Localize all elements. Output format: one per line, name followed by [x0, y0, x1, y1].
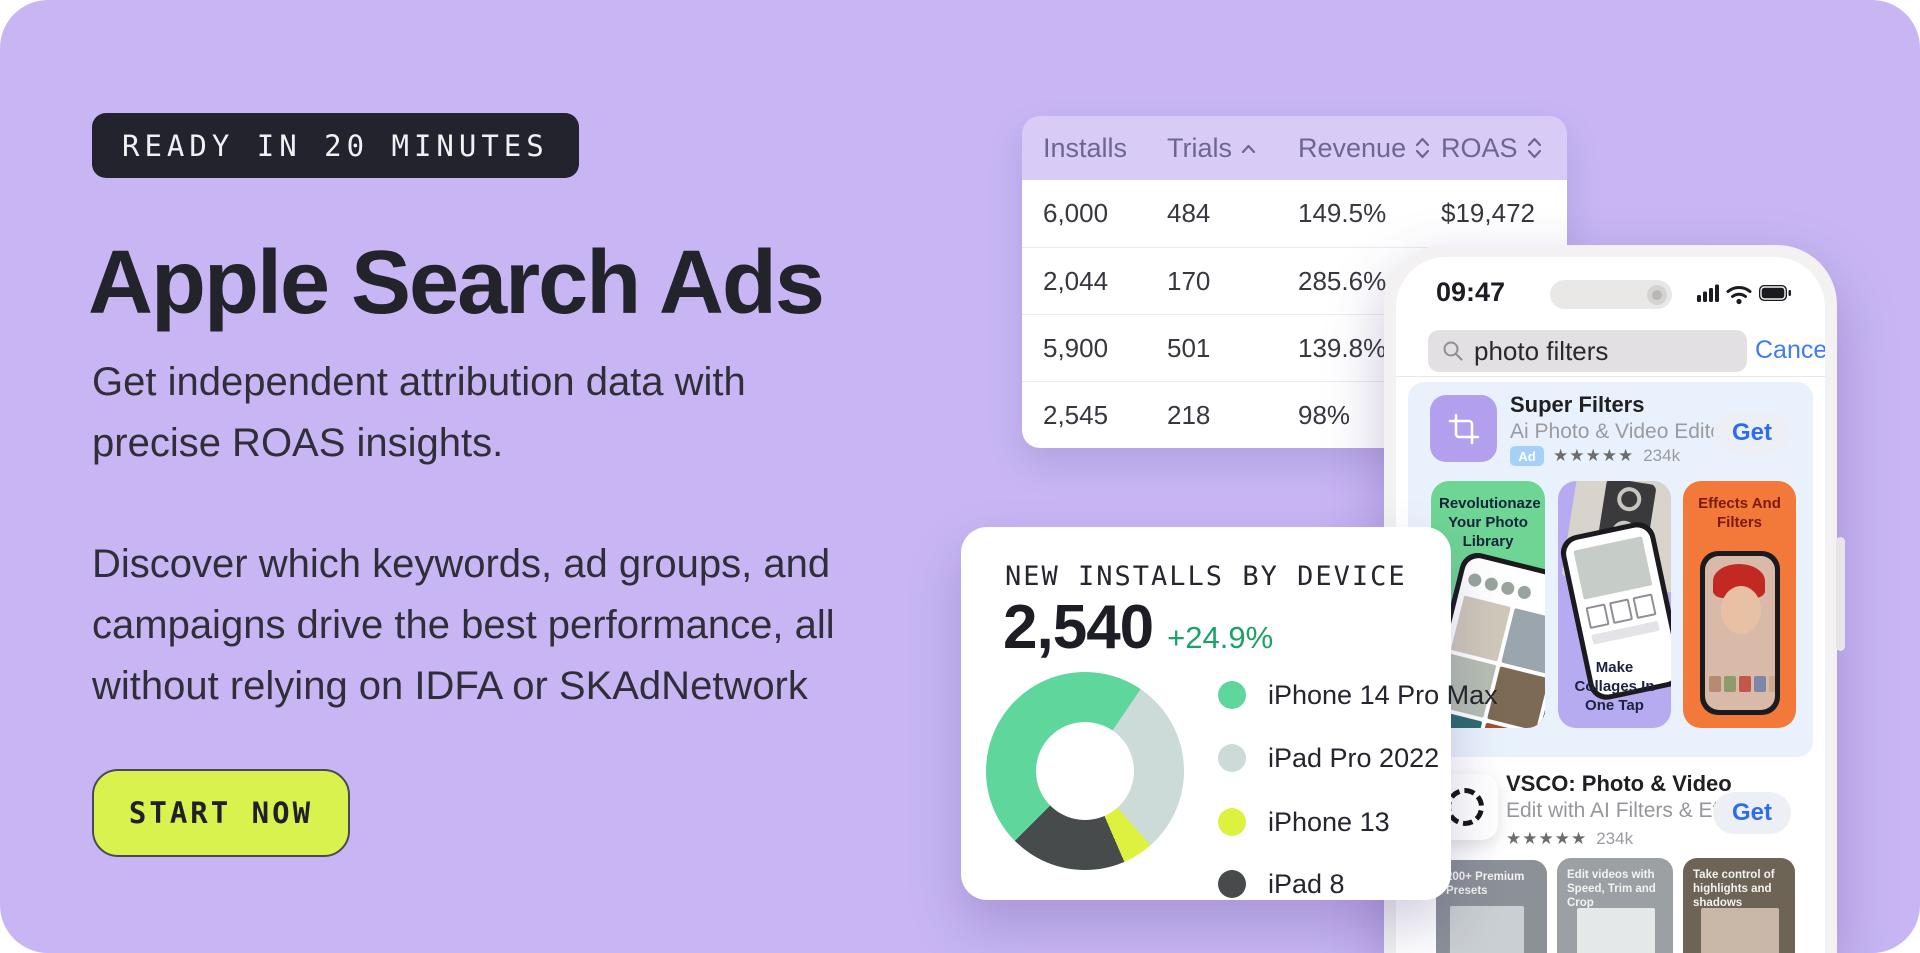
search-query: photo filters	[1474, 335, 1609, 366]
search-icon	[1443, 341, 1463, 361]
column-header-roas[interactable]: ROAS	[1441, 133, 1567, 164]
cell-revenue: 98%	[1298, 399, 1351, 430]
camera-icon	[1647, 284, 1667, 305]
legend-label: iPad Pro 2022	[1268, 742, 1440, 773]
screenshot-title: Take control of highlights and shadows	[1693, 869, 1775, 909]
page-title: Apple Search Ads	[88, 233, 825, 333]
app-subtitle: Edit with AI Filters & Effects	[1506, 799, 1763, 822]
status-bar-time: 09:47	[1436, 277, 1506, 307]
phone-screen: 09:47	[1396, 257, 1825, 953]
donut-chart	[986, 672, 1184, 870]
screenshot-highlights: Take control of highlights and shadows	[1683, 858, 1795, 953]
cell-installs: 2,044	[1043, 265, 1109, 296]
search-input[interactable]: photo filters	[1428, 330, 1747, 372]
divider	[1396, 376, 1825, 377]
screenshot-effects: Effects And Filters	[1683, 481, 1796, 728]
legend-label: iPad 8	[1268, 868, 1345, 899]
installs-by-device-card: NEW INSTALLS BY DEVICE 2,540 +24.9% iPho…	[961, 527, 1498, 900]
vsco-logo	[1446, 788, 1484, 826]
column-header-trials[interactable]: Trials	[1167, 133, 1298, 164]
star-rating: ★★★★★	[1506, 829, 1588, 848]
legend-item: iPhone 13	[1218, 806, 1390, 837]
rating-count: 234k	[1643, 446, 1681, 465]
mini-phone-mockup	[1700, 551, 1780, 715]
screenshot-title: 200+ Premium Presets	[1446, 871, 1525, 897]
cancel-button[interactable]: Cancel	[1755, 336, 1825, 364]
column-header-installs[interactable]: Installs	[1043, 132, 1128, 163]
cell-trials: 218	[1167, 399, 1211, 430]
cell-installs: 5,900	[1043, 332, 1109, 363]
cell-installs: 2,545	[1043, 399, 1109, 430]
cell-revenue: 149.5%	[1298, 198, 1387, 228]
app-subtitle: Ai Photo & Video Editor	[1510, 420, 1730, 443]
cell-installs: 6,000	[1043, 198, 1109, 228]
star-rating: ★★★★★	[1553, 446, 1635, 465]
cell-trials: 501	[1167, 332, 1211, 363]
legend-dot	[1218, 870, 1246, 898]
screenshot-title: Revolutionaze Your Photo Library	[1439, 495, 1541, 550]
column-header-revenue[interactable]: Revenue	[1298, 133, 1441, 164]
sort-both-icon	[1527, 137, 1541, 159]
get-button[interactable]: Get	[1713, 792, 1791, 834]
screenshot-title: Effects And Filters	[1698, 495, 1781, 531]
wifi-dot	[1736, 298, 1742, 305]
table-row: 2,044 170 285.6%	[1022, 247, 1567, 314]
phone-side-button	[1836, 537, 1845, 651]
cell-trials: 484	[1167, 198, 1211, 228]
legend-label: iPhone 14 Pro Max	[1268, 679, 1498, 710]
legend-item: iPad Pro 2022	[1218, 742, 1440, 773]
super-filters-app-icon	[1430, 395, 1497, 462]
sort-both-icon	[1415, 137, 1430, 159]
legend-dot	[1218, 808, 1246, 836]
start-now-button[interactable]: START NOW	[92, 769, 350, 857]
cell-roas: $19,472	[1441, 198, 1535, 228]
legend-label: iPhone 13	[1268, 806, 1390, 837]
screenshot-title: Make Collages In One Tap	[1574, 659, 1655, 714]
installs-change: +24.9%	[1167, 620, 1274, 655]
table-row: 5,900 501 139.8%	[1022, 314, 1567, 381]
phone-mockup: 09:47	[1384, 245, 1845, 953]
portrait-photo	[1705, 556, 1775, 710]
battery-icon	[1759, 285, 1791, 301]
screenshot-collages: Make Collages In One Tap	[1558, 481, 1671, 728]
legend-dot	[1218, 744, 1246, 772]
avatar-row	[1466, 572, 1533, 601]
hero-subtitle: Get independent attribution data with pr…	[92, 360, 746, 465]
screenshot-title: Edit videos with Speed, Trim and Crop	[1567, 869, 1656, 909]
ready-badge-label: READY IN 20 MINUTES	[122, 128, 549, 163]
card-value-row: 2,540 +24.9%	[1003, 597, 1273, 659]
app-rating-row: Ad ★★★★★ 234k	[1510, 446, 1680, 466]
screenshot-presets: 200+ Premium Presets	[1436, 860, 1547, 953]
signal-icon	[1697, 284, 1719, 302]
wifi-icon	[1726, 286, 1752, 298]
hero-description: Discover which keywords, ad groups, and …	[92, 542, 835, 708]
cell-revenue: 139.8%	[1298, 332, 1387, 363]
get-button[interactable]: Get	[1713, 412, 1791, 454]
rating-count: 234k	[1596, 829, 1634, 848]
app-name: VSCO: Photo & Video	[1506, 771, 1732, 796]
screenshot-video-editing: Edit videos with Speed, Trim and Crop	[1557, 858, 1673, 953]
legend-item: iPad 8	[1218, 868, 1345, 899]
cell-trials: 170	[1167, 265, 1211, 296]
crop-icon	[1448, 413, 1479, 444]
dynamic-island	[1550, 280, 1672, 309]
legend-item: iPhone 14 Pro Max	[1218, 679, 1498, 710]
metrics-table-header: Installs Trials Revenue ROAS	[1022, 116, 1567, 180]
sort-asc-icon	[1241, 144, 1256, 153]
ready-badge: READY IN 20 MINUTES	[92, 113, 579, 178]
app-name: Super Filters	[1510, 392, 1645, 417]
ad-badge: Ad	[1510, 446, 1544, 466]
installs-total: 2,540	[1003, 593, 1154, 662]
cell-revenue: 285.6%	[1298, 265, 1387, 296]
legend-dot	[1218, 681, 1246, 709]
app-rating-row: ★★★★★ 234k	[1506, 829, 1633, 849]
card-title: NEW INSTALLS BY DEVICE	[1005, 561, 1407, 592]
status-icons	[1697, 284, 1791, 305]
table-row: 6,000 484 149.5% $19,472	[1022, 180, 1567, 247]
table-row: 2,545 218 98%	[1022, 381, 1567, 448]
